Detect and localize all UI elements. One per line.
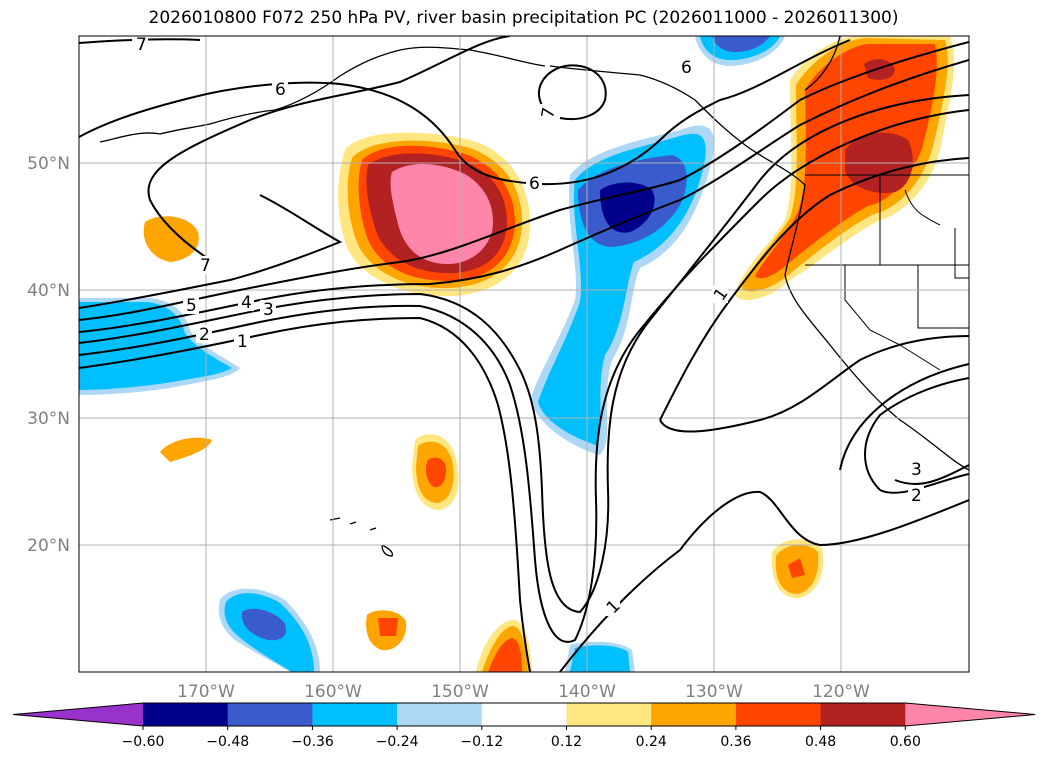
lon-label-160w: 160°W (304, 682, 362, 702)
contour-label-1-a: 1 (237, 332, 248, 352)
lat-label-30n: 30°N (27, 409, 70, 429)
colorbar-segment (227, 703, 313, 726)
lon-label-130w: 130°W (685, 682, 743, 702)
pv-contours (79, 36, 969, 672)
contour-label-7-top: 7 (136, 35, 147, 55)
contour-label-5: 5 (186, 296, 197, 316)
colorbar-segment (397, 703, 483, 726)
colorbar-tick-label: 0.60 (890, 734, 921, 750)
colorbar-tick-label: 0.36 (720, 734, 751, 750)
colorbar-segment (566, 703, 652, 726)
contour-labels: 7 6 6 6 7 7 5 4 3 2 1 1 1 3 (132, 35, 924, 618)
contour-label-6-a: 6 (275, 80, 286, 100)
colorbar-tick-label: 0.12 (551, 734, 582, 750)
gridlines (79, 36, 969, 672)
contour-label-3: 3 (263, 300, 274, 320)
lon-label-150w: 150°W (431, 682, 489, 702)
lon-label-140w: 140°W (558, 682, 616, 702)
contour-label-3-b: 3 (911, 460, 922, 480)
contour-label-2: 2 (199, 325, 210, 345)
plot-area: 7 6 6 6 7 7 5 4 3 2 1 1 1 3 (79, 35, 969, 672)
lat-label-20n: 20°N (27, 536, 70, 556)
colorbar-tick-label: −0.48 (206, 734, 249, 750)
colorbar-segment (735, 703, 822, 726)
lat-label-40n: 40°N (27, 281, 70, 301)
colorbar-tick-label: −0.36 (291, 734, 334, 750)
contour-label-6-b: 6 (681, 58, 692, 78)
colorbar-segment (651, 703, 737, 726)
contour-label-2-b: 2 (911, 486, 922, 506)
colorbar-extend-high (905, 703, 1036, 726)
colorbar-tick-label: −0.12 (460, 734, 503, 750)
contour-label-6-c: 6 (529, 174, 540, 194)
lon-label-120w: 120°W (812, 682, 870, 702)
colorbar-segment (143, 703, 229, 726)
map-title: 2026010800 F072 250 hPa PV, river basin … (148, 8, 899, 28)
contour-label-7-a: 7 (538, 106, 560, 120)
colorbar-tick-label: −0.24 (376, 734, 419, 750)
plot-frame (78, 35, 970, 673)
contour-label-7-b: 7 (200, 256, 211, 276)
longitude-labels: 170°W 160°W 150°W 140°W 130°W 120°W (177, 682, 870, 702)
contour-label-4: 4 (241, 293, 252, 313)
borders (805, 174, 969, 371)
colorbar-tick-label: 0.48 (805, 734, 836, 750)
colorbar: −0.60 −0.48 −0.36 −0.24 −0.12 0.12 0.24 0.36 0.4… (12, 702, 1036, 750)
colorbar-segment (312, 703, 398, 726)
colorbar-tick-label: −0.60 (122, 734, 165, 750)
colorbar-segment (820, 703, 906, 726)
lat-label-50n: 50°N (27, 154, 70, 174)
colorbar-extend-low (13, 703, 143, 726)
colorbar-tick-label: 0.24 (636, 734, 667, 750)
lon-label-170w: 170°W (177, 682, 235, 702)
colorbar-segment (481, 703, 567, 726)
latitude-labels: 50°N 40°N 30°N 20°N (27, 154, 70, 556)
